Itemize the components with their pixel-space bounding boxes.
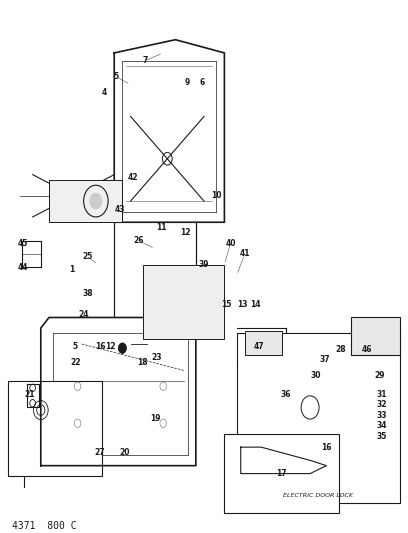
Bar [351, 318, 400, 354]
Text: 36: 36 [280, 390, 291, 399]
Text: 26: 26 [133, 236, 144, 245]
Text: 28: 28 [335, 345, 346, 354]
Text: 7: 7 [142, 56, 148, 66]
Text: 9: 9 [185, 77, 190, 86]
Text: 13: 13 [237, 300, 248, 309]
Text: 32: 32 [376, 400, 387, 409]
Text: 15: 15 [221, 300, 232, 309]
Text: 4371  800 C: 4371 800 C [12, 521, 77, 531]
Text: 23: 23 [152, 353, 162, 362]
Text: 29: 29 [374, 371, 385, 380]
Text: 45: 45 [17, 239, 28, 248]
Text: 12: 12 [180, 228, 191, 237]
Text: 46: 46 [362, 345, 373, 354]
Bar [237, 333, 400, 503]
Text: 19: 19 [150, 414, 160, 423]
Text: 4: 4 [102, 88, 106, 97]
Circle shape [118, 343, 126, 353]
Text: 31: 31 [376, 390, 387, 399]
Text: 41: 41 [239, 249, 250, 259]
Text: 5: 5 [114, 72, 119, 81]
Text: 6: 6 [200, 77, 204, 86]
Bar [8, 381, 102, 477]
Text: 16: 16 [95, 342, 105, 351]
Text: 21: 21 [24, 390, 35, 399]
Bar [224, 434, 339, 513]
Text: 37: 37 [319, 356, 330, 365]
Text: 11: 11 [156, 223, 166, 232]
Bar [245, 330, 282, 354]
Text: 25: 25 [82, 252, 93, 261]
Text: 20: 20 [119, 448, 130, 457]
Text: 34: 34 [376, 422, 387, 431]
Text: 39: 39 [199, 260, 209, 269]
Text: 1: 1 [69, 265, 74, 274]
Circle shape [90, 193, 102, 209]
Text: ELECTRIC DOOR LOCK: ELECTRIC DOOR LOCK [283, 494, 353, 498]
Text: 24: 24 [78, 310, 89, 319]
Text: 17: 17 [276, 469, 287, 478]
Text: 10: 10 [211, 191, 222, 200]
Text: 12: 12 [105, 342, 115, 351]
Text: 44: 44 [17, 263, 28, 272]
Text: 16: 16 [321, 442, 332, 451]
Text: 42: 42 [127, 173, 138, 182]
Text: 33: 33 [376, 411, 387, 420]
Text: 14: 14 [250, 300, 260, 309]
Bar [49, 180, 122, 222]
Text: 30: 30 [311, 371, 322, 380]
Text: 38: 38 [82, 289, 93, 298]
Text: 47: 47 [254, 342, 264, 351]
Text: 5: 5 [73, 342, 78, 351]
Text: 43: 43 [115, 205, 126, 214]
Text: 35: 35 [376, 432, 387, 441]
Text: 22: 22 [70, 358, 81, 367]
Text: 18: 18 [137, 358, 148, 367]
Bar [143, 264, 224, 338]
Text: 40: 40 [225, 239, 236, 248]
Text: 27: 27 [95, 448, 105, 457]
